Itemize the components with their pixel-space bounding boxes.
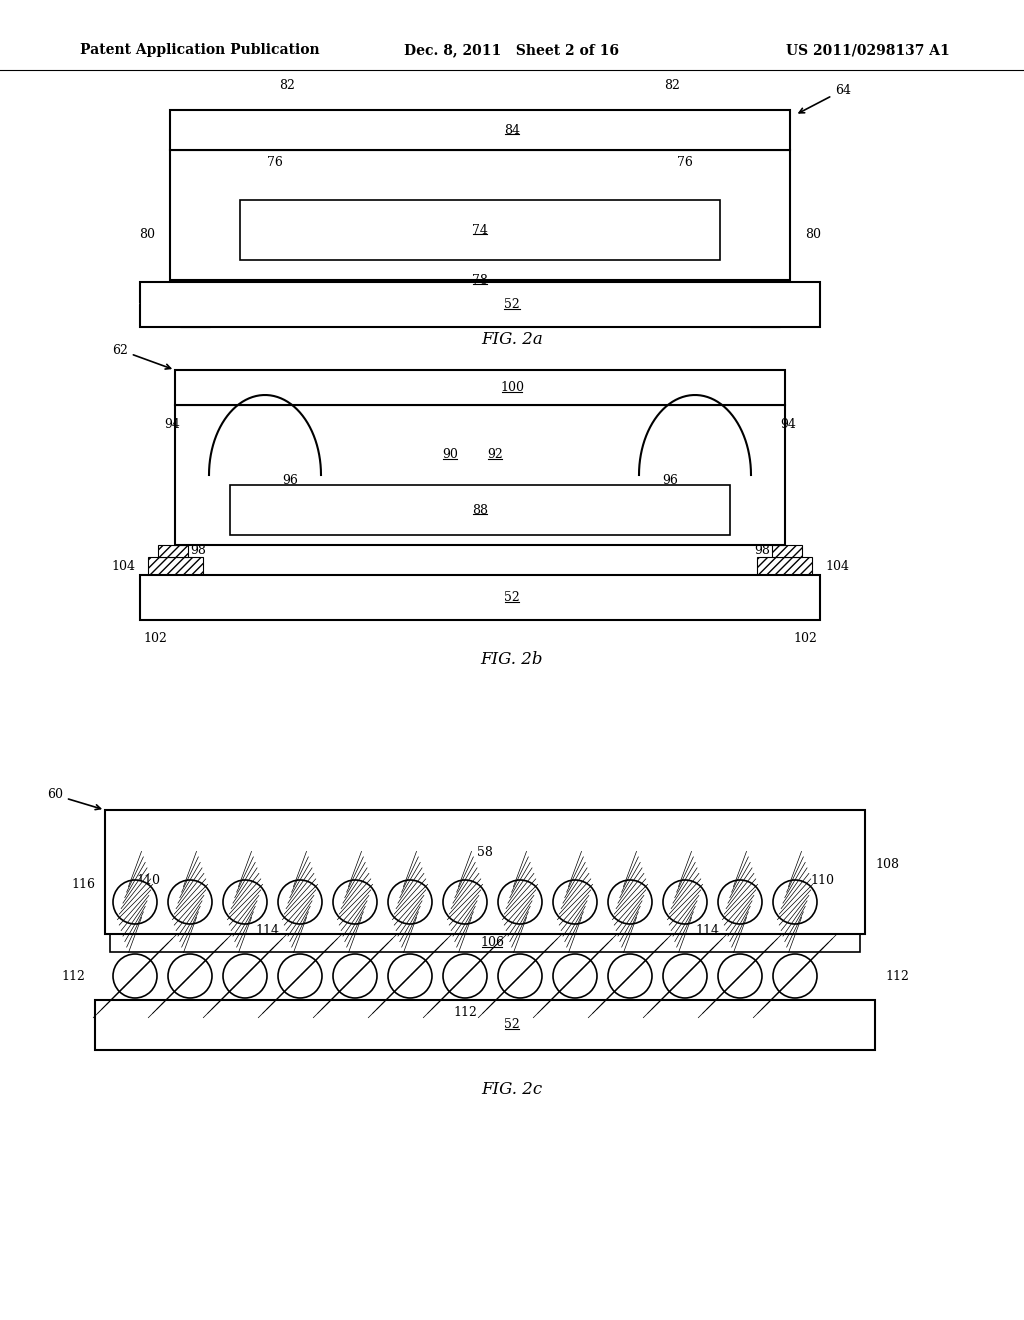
Bar	[680, 475, 710, 484]
Text: 104: 104	[111, 560, 135, 573]
Text: 62: 62	[112, 343, 171, 370]
Circle shape	[443, 880, 487, 924]
Text: 110: 110	[810, 874, 834, 887]
Bar	[95, 1001, 874, 1049]
Bar	[175, 370, 785, 405]
Circle shape	[773, 880, 817, 924]
Circle shape	[663, 954, 707, 998]
Text: 100: 100	[500, 381, 524, 393]
Circle shape	[608, 880, 652, 924]
Text: 96: 96	[282, 474, 298, 487]
Text: 92: 92	[487, 449, 503, 462]
Circle shape	[718, 880, 762, 924]
Text: 84: 84	[504, 124, 520, 136]
Bar	[170, 150, 790, 280]
Text: FIG. 2b: FIG. 2b	[480, 652, 544, 668]
Text: 116: 116	[71, 878, 95, 891]
Bar	[678, 927, 692, 935]
Bar	[240, 201, 720, 260]
Text: 112: 112	[885, 969, 909, 982]
Bar	[110, 935, 860, 952]
Text: ~: ~	[130, 300, 139, 309]
Bar	[175, 405, 785, 545]
Text: 60: 60	[47, 788, 100, 809]
Text: 76: 76	[266, 157, 283, 169]
Text: ~: ~	[130, 300, 139, 309]
Bar	[170, 110, 790, 150]
Text: US 2011/0298137 A1: US 2011/0298137 A1	[786, 44, 950, 57]
Text: 112: 112	[453, 1006, 477, 1019]
Bar	[140, 576, 820, 620]
Circle shape	[168, 880, 212, 924]
Circle shape	[388, 954, 432, 998]
Text: 80: 80	[805, 228, 821, 242]
Text: 80: 80	[139, 228, 155, 242]
Bar	[270, 187, 305, 201]
Circle shape	[223, 880, 267, 924]
Circle shape	[553, 954, 597, 998]
Text: 78: 78	[472, 273, 488, 286]
Text: 90: 90	[442, 449, 458, 462]
Circle shape	[553, 880, 597, 924]
Text: 114: 114	[695, 924, 720, 936]
Bar	[230, 484, 730, 535]
Circle shape	[663, 880, 707, 924]
Circle shape	[608, 954, 652, 998]
Circle shape	[223, 954, 267, 998]
Bar	[148, 557, 203, 576]
Bar	[772, 545, 802, 557]
Text: 82: 82	[665, 79, 680, 92]
Bar	[757, 557, 812, 576]
Text: 108: 108	[874, 858, 899, 871]
Text: 74: 74	[472, 223, 488, 236]
Text: Dec. 8, 2011   Sheet 2 of 16: Dec. 8, 2011 Sheet 2 of 16	[404, 44, 620, 57]
Bar	[140, 282, 820, 327]
Text: 98: 98	[190, 544, 206, 557]
Circle shape	[443, 954, 487, 998]
Circle shape	[278, 954, 322, 998]
Circle shape	[388, 880, 432, 924]
Text: 52: 52	[504, 1019, 520, 1031]
Text: 96: 96	[663, 474, 678, 487]
Text: FIG. 2a: FIG. 2a	[481, 331, 543, 348]
Text: FIG. 2c: FIG. 2c	[481, 1081, 543, 1098]
Text: 98: 98	[754, 544, 770, 557]
Text: Patent Application Publication: Patent Application Publication	[80, 44, 319, 57]
Bar	[180, 289, 210, 327]
Text: 82: 82	[280, 79, 296, 92]
Text: 52: 52	[504, 298, 520, 312]
Text: 102: 102	[793, 632, 817, 645]
Circle shape	[773, 954, 817, 998]
Text: 94: 94	[780, 418, 796, 432]
Text: 102: 102	[143, 632, 167, 645]
Text: 114: 114	[256, 924, 280, 936]
Text: 52: 52	[504, 591, 520, 605]
Text: 88: 88	[472, 503, 488, 516]
Bar	[238, 927, 253, 935]
Text: 94: 94	[164, 418, 180, 432]
Circle shape	[498, 880, 542, 924]
Circle shape	[718, 954, 762, 998]
Circle shape	[113, 880, 157, 924]
Text: 76: 76	[678, 157, 693, 169]
Text: 64: 64	[799, 83, 851, 112]
Circle shape	[168, 954, 212, 998]
Circle shape	[113, 954, 157, 998]
Text: 104: 104	[825, 560, 849, 573]
Bar	[250, 475, 280, 484]
Bar	[170, 830, 800, 875]
Text: 112: 112	[61, 969, 85, 982]
Bar	[655, 187, 690, 201]
Bar	[750, 289, 780, 327]
Text: 58: 58	[477, 846, 493, 859]
Circle shape	[498, 954, 542, 998]
Text: ~: ~	[130, 300, 139, 309]
Text: 106: 106	[480, 936, 504, 949]
Bar	[158, 545, 188, 557]
Circle shape	[333, 954, 377, 998]
Bar	[105, 810, 865, 935]
Text: 110: 110	[136, 874, 160, 887]
Circle shape	[333, 880, 377, 924]
Circle shape	[278, 880, 322, 924]
